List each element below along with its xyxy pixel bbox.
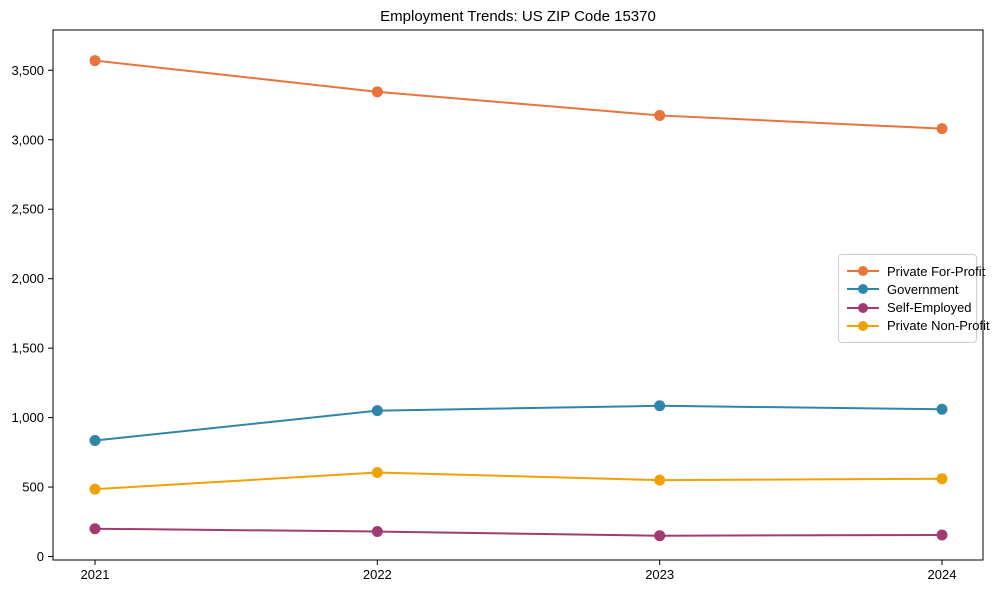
data-point-marker	[89, 483, 101, 495]
series-line-government	[94, 404, 943, 442]
axes-spines	[52, 29, 984, 561]
chart-title: Employment Trends: US ZIP Code 15370	[380, 8, 656, 25]
legend-line-marker-icon	[847, 320, 879, 332]
y-tick-label: 2,500	[11, 202, 44, 217]
y-tick-label: 2,000	[11, 271, 44, 286]
data-point-marker	[371, 86, 383, 98]
series-line-self-employed	[94, 527, 943, 537]
chart-legend: Private For-Profit Government Self-Employe…	[838, 254, 990, 343]
data-point-marker	[936, 403, 948, 415]
legend-label: Private Non-Profit	[887, 318, 990, 334]
data-point-marker	[371, 405, 383, 417]
data-point-marker	[654, 400, 666, 412]
x-tick-label: 2022	[363, 567, 392, 582]
legend-item-private-for-profit: Private For-Profit	[847, 262, 985, 280]
data-point-marker	[89, 523, 101, 535]
legend-line-marker-icon	[847, 283, 879, 295]
data-point-marker	[936, 529, 948, 541]
legend-item-private-non-profit: Private Non-Profit	[847, 317, 990, 335]
data-point-marker	[654, 474, 666, 486]
data-point-marker	[89, 55, 101, 67]
legend-item-self-employed: Self-Employed	[847, 299, 972, 317]
y-tick-label: 3,500	[11, 63, 44, 78]
y-tick-label: 500	[22, 480, 44, 495]
data-point-marker	[654, 530, 666, 542]
legend-line-marker-icon	[847, 302, 879, 314]
y-tick-label: 3,000	[11, 132, 44, 147]
x-tick-label: 2024	[928, 567, 957, 582]
legend-label: Government	[887, 281, 959, 297]
data-point-marker	[654, 109, 666, 121]
data-point-marker	[371, 526, 383, 538]
x-tick-label: 2021	[81, 567, 110, 582]
y-tick-label: 0	[37, 549, 44, 564]
legend-label: Private For-Profit	[887, 263, 986, 279]
data-point-marker	[89, 435, 101, 447]
legend-line-marker-icon	[847, 265, 879, 277]
x-tick-label: 2023	[645, 567, 674, 582]
data-point-marker	[936, 123, 948, 135]
y-tick-label: 1,000	[11, 410, 44, 425]
legend-item-government: Government	[847, 280, 968, 298]
data-point-marker	[371, 466, 383, 478]
y-tick-label: 1,500	[11, 341, 44, 356]
legend-label: Self-Employed	[887, 300, 972, 316]
series-line-private-for-profit	[94, 59, 943, 130]
series-line-private-non-profit	[94, 471, 943, 491]
data-point-marker	[936, 473, 948, 485]
